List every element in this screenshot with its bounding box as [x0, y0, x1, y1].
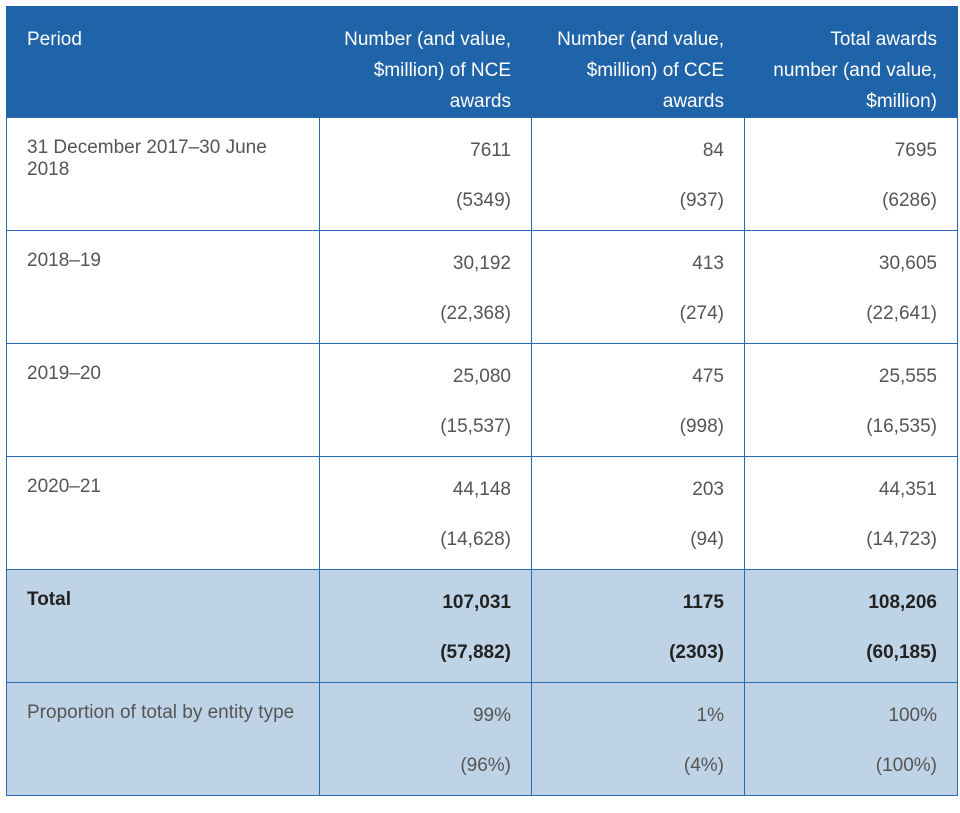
- total-number: 108,206: [868, 592, 937, 613]
- nce-value: (14,628): [440, 529, 511, 550]
- total-cell: 25,555 (16,535): [744, 343, 958, 457]
- cce-cell: 203 (94): [531, 456, 745, 570]
- nce-number: 107,031: [442, 592, 511, 613]
- table-header: Period Number (and value, $million) of N…: [6, 6, 958, 118]
- nce-value: (96%): [460, 755, 511, 776]
- period-cell: 2018–19: [6, 230, 320, 344]
- nce-cell: 107,031 (57,882): [319, 569, 532, 683]
- header-period: Period: [6, 6, 320, 118]
- table-row: 2019–20 25,080 (15,537) 475 (998) 25,555…: [6, 343, 958, 457]
- header-total: Total awards number (and value, $million…: [744, 6, 958, 118]
- table-body: 31 December 2017–30 June 2018 7611 (5349…: [6, 117, 958, 796]
- cce-number: 84: [702, 140, 724, 161]
- total-cell: 108,206 (60,185): [744, 569, 958, 683]
- nce-number: 25,080: [452, 366, 511, 387]
- total-value: (100%): [875, 755, 937, 776]
- total-value: (6286): [882, 190, 937, 211]
- total-cell: 30,605 (22,641): [744, 230, 958, 344]
- total-value: (14,723): [866, 529, 937, 550]
- nce-cell: 7611 (5349): [319, 117, 532, 231]
- proportion-label: Proportion of total by entity type: [6, 682, 320, 796]
- awards-table-container: Period Number (and value, $million) of N…: [6, 6, 958, 796]
- table-row: 2018–19 30,192 (22,368) 413 (274) 30,605…: [6, 230, 958, 344]
- total-cell: 7695 (6286): [744, 117, 958, 231]
- cce-number: 1%: [696, 705, 724, 726]
- cce-value: (998): [679, 416, 724, 437]
- nce-number: 44,148: [452, 479, 511, 500]
- total-value: (22,641): [866, 303, 937, 324]
- cce-value: (94): [690, 529, 724, 550]
- total-number: 7695: [894, 140, 937, 161]
- nce-value: (57,882): [440, 642, 511, 663]
- nce-cell: 99% (96%): [319, 682, 532, 796]
- header-row: Period Number (and value, $million) of N…: [6, 6, 958, 118]
- period-cell: 2020–21: [6, 456, 320, 570]
- nce-cell: 30,192 (22,368): [319, 230, 532, 344]
- cce-number: 1175: [682, 592, 724, 613]
- awards-table: Period Number (and value, $million) of N…: [6, 6, 958, 796]
- nce-number: 7611: [470, 140, 511, 161]
- total-cell: 44,351 (14,723): [744, 456, 958, 570]
- period-cell: 31 December 2017–30 June 2018: [6, 117, 320, 231]
- cce-value: (4%): [683, 755, 724, 776]
- nce-value: (15,537): [440, 416, 511, 437]
- cce-value: (937): [679, 190, 724, 211]
- table-row: 31 December 2017–30 June 2018 7611 (5349…: [6, 117, 958, 231]
- header-cce: Number (and value, $million) of CCE awar…: [531, 6, 745, 118]
- total-cell: 100% (100%): [744, 682, 958, 796]
- total-label: Total: [6, 569, 320, 683]
- nce-value: (22,368): [440, 303, 511, 324]
- cce-cell: 475 (998): [531, 343, 745, 457]
- total-value: (60,185): [866, 642, 937, 663]
- header-nce: Number (and value, $million) of NCE awar…: [319, 6, 532, 118]
- table-row: 2020–21 44,148 (14,628) 203 (94) 44,351 …: [6, 456, 958, 570]
- cce-number: 203: [692, 479, 724, 500]
- nce-cell: 44,148 (14,628): [319, 456, 532, 570]
- total-row: Total 107,031 (57,882) 1175 (2303) 108,2…: [6, 569, 958, 683]
- period-cell: 2019–20: [6, 343, 320, 457]
- cce-cell: 84 (937): [531, 117, 745, 231]
- proportion-row: Proportion of total by entity type 99% (…: [6, 682, 958, 796]
- cce-number: 413: [692, 253, 724, 274]
- cce-cell: 413 (274): [531, 230, 745, 344]
- total-number: 25,555: [878, 366, 937, 387]
- total-value: (16,535): [866, 416, 937, 437]
- nce-cell: 25,080 (15,537): [319, 343, 532, 457]
- cce-value: (274): [679, 303, 724, 324]
- nce-number: 99%: [472, 705, 511, 726]
- nce-number: 30,192: [452, 253, 511, 274]
- cce-cell: 1% (4%): [531, 682, 745, 796]
- total-number: 44,351: [878, 479, 937, 500]
- nce-value: (5349): [456, 190, 511, 211]
- cce-cell: 1175 (2303): [531, 569, 745, 683]
- cce-value: (2303): [669, 642, 724, 663]
- total-number: 30,605: [878, 253, 937, 274]
- total-number: 100%: [888, 705, 937, 726]
- cce-number: 475: [692, 366, 724, 387]
